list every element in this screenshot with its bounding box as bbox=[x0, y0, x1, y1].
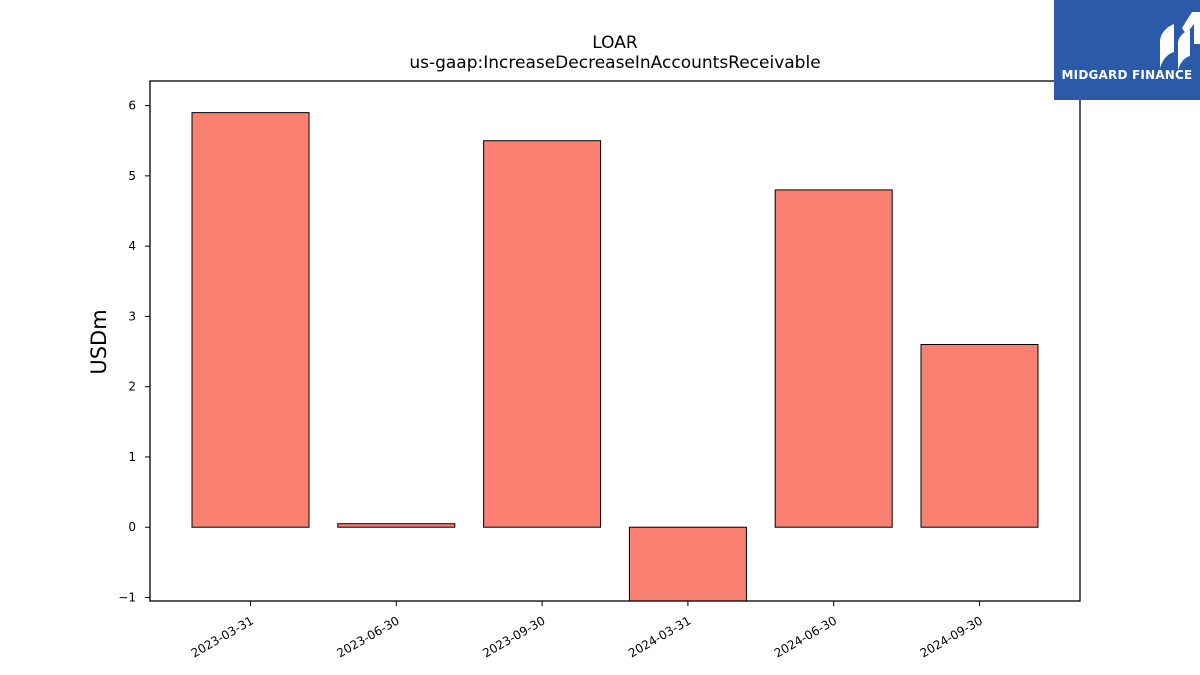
bar-2023-06-30 bbox=[337, 523, 456, 528]
x-tick-label: 2023-03-31 bbox=[189, 613, 256, 660]
y-tick-label: 1 bbox=[128, 450, 136, 464]
x-tick-label: 2023-06-30 bbox=[334, 613, 401, 660]
x-tick-label: 2024-06-30 bbox=[772, 613, 839, 660]
bar-2023-03-31 bbox=[191, 112, 310, 528]
y-axis-ticks: −1 0 1 2 3 4 5 6 bbox=[118, 99, 150, 604]
chart-subtitle: us-gaap:IncreaseDecreaseInAccountsReceiv… bbox=[409, 53, 820, 73]
y-tick-label: 6 bbox=[128, 99, 136, 113]
plot-frame bbox=[149, 80, 1081, 602]
y-tick-label: −1 bbox=[118, 590, 136, 604]
bar-2024-06-30 bbox=[774, 189, 893, 528]
y-tick-label: 3 bbox=[128, 309, 136, 323]
x-tick-label: 2024-09-30 bbox=[918, 613, 985, 660]
y-tick-label: 5 bbox=[128, 169, 136, 183]
x-axis-ticks: 2023-03-31 2023-06-30 2023-09-30 2024-03-31… bbox=[189, 601, 985, 660]
bar-2023-09-30 bbox=[483, 140, 602, 528]
chart-title: LOAR bbox=[592, 33, 638, 53]
y-tick-label: 2 bbox=[128, 380, 136, 394]
bar-2024-03-31 bbox=[628, 526, 747, 602]
x-tick-label: 2024-03-31 bbox=[626, 613, 693, 660]
bars-group bbox=[191, 112, 1039, 602]
y-tick-label: 4 bbox=[128, 239, 136, 253]
y-axis-label: USDm bbox=[87, 309, 111, 374]
midgard-logo-icon bbox=[1160, 12, 1200, 70]
brand-logo: MIDGARD FINANCE bbox=[1054, 0, 1200, 100]
brand-name: MIDGARD FINANCE bbox=[1061, 68, 1193, 82]
x-tick-label: 2023-09-30 bbox=[480, 613, 547, 660]
bar-2024-09-30 bbox=[920, 344, 1039, 528]
y-tick-label: 0 bbox=[128, 520, 136, 534]
